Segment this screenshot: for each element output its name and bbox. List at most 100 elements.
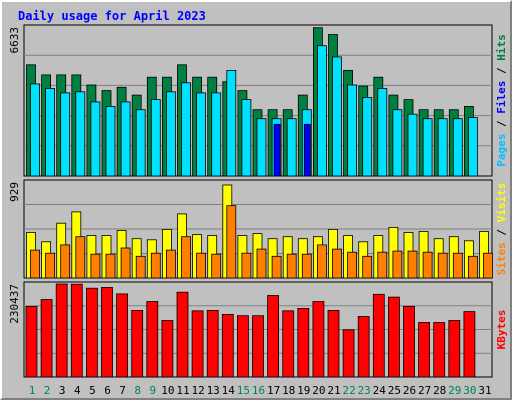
max-value-label: 6633: [8, 27, 21, 54]
bar-sites-day-13: [211, 253, 222, 279]
day-label-17: 17: [267, 384, 280, 397]
series-label-kbytes: KBytes: [495, 310, 508, 350]
day-label-25: 25: [388, 384, 401, 397]
day-axis: 1 2 3 4 5 6 7 8 9 10 11 12 13 14 15 16 17 18 19 20 21 22 23 24 2…: [29, 384, 492, 397]
day-label-22: 22: [342, 384, 355, 397]
bar-sites-day-1: [30, 249, 40, 279]
series-files: [30, 45, 478, 177]
bar-kbytes-day-13: [206, 309, 219, 378]
bar-sites-day-24: [377, 251, 388, 279]
bar-files-day-5: [90, 101, 101, 177]
series-label-group: KBytes: [495, 310, 508, 350]
bar-kbytes-day-9: [146, 301, 159, 378]
bar-kbytes-day-20: [312, 301, 325, 378]
bar-kbytes-day-4: [70, 283, 83, 378]
bar-kbytes-day-5: [86, 287, 98, 378]
bar-sites-day-19: [301, 253, 312, 279]
series-label-separator: /: [495, 61, 508, 81]
bar-kbytes-day-30: [463, 311, 476, 378]
series-label-visits: Visits: [495, 183, 508, 223]
bar-kbytes-day-27: [418, 322, 431, 378]
bar-files-day-22: [347, 84, 358, 177]
day-label-29: 29: [448, 384, 461, 397]
day-label-5: 5: [89, 384, 96, 397]
bar-sites-day-25: [392, 250, 403, 279]
bar-files-day-13: [211, 92, 222, 177]
bar-kbytes-day-22: [342, 329, 355, 378]
bar-kbytes-day-24: [372, 293, 385, 378]
bar-kbytes-day-14: [221, 313, 234, 378]
series-label-files: Files: [495, 81, 508, 114]
bar-sites-day-29: [452, 252, 463, 279]
bar-sites-day-9: [150, 252, 161, 279]
day-label-4: 4: [74, 384, 81, 397]
day-label-16: 16: [252, 384, 265, 397]
bar-kbytes-day-18: [282, 310, 295, 378]
bar-kbytes-day-11: [176, 291, 189, 378]
bar-pages-day-19: [303, 123, 311, 177]
bar-files-day-24: [377, 88, 388, 177]
max-value-label: 230437: [8, 284, 21, 324]
bar-sites-day-7: [120, 247, 131, 279]
bar-kbytes-day-19: [297, 307, 310, 378]
series-label-hits: Hits: [495, 34, 508, 61]
series-sites: [30, 205, 493, 279]
series-label-separator: /: [495, 114, 508, 134]
bar-kbytes-day-29: [448, 320, 461, 378]
day-label-10: 10: [161, 384, 174, 397]
bar-sites-day-12: [196, 252, 207, 279]
bar-kbytes-day-25: [387, 296, 400, 378]
series-label-separator: /: [495, 222, 508, 242]
bar-kbytes-day-26: [403, 305, 415, 378]
bar-files-day-12: [196, 92, 207, 177]
bar-files-day-9: [150, 99, 161, 177]
day-label-9: 9: [149, 384, 156, 397]
bar-kbytes-day-8: [131, 309, 144, 378]
day-label-11: 11: [176, 384, 189, 397]
day-label-12: 12: [191, 384, 204, 397]
bar-kbytes-day-10: [161, 320, 174, 378]
bar-files-day-25: [392, 109, 403, 177]
bar-sites-day-30: [467, 255, 478, 279]
bar-files-day-30: [467, 117, 478, 177]
bar-kbytes-day-23: [357, 316, 370, 378]
bar-sites-day-31: [483, 252, 493, 279]
day-label-28: 28: [433, 384, 446, 397]
bar-sites-day-11: [181, 236, 191, 279]
bar-sites-day-3: [60, 244, 71, 279]
day-label-6: 6: [104, 384, 111, 397]
series-label-group: Pages / Files / Hits: [495, 34, 508, 167]
series-kbytes: [25, 283, 476, 378]
day-label-20: 20: [312, 384, 325, 397]
day-label-27: 27: [418, 384, 431, 397]
bar-sites-day-22: [347, 251, 358, 279]
bar-files-day-23: [362, 97, 373, 177]
day-label-18: 18: [282, 384, 295, 397]
bar-files-day-26: [407, 113, 418, 177]
bar-kbytes-day-28: [433, 322, 446, 378]
bar-sites-day-5: [90, 253, 101, 279]
panel-visits-sites: 929 Sites / Visits: [8, 179, 508, 279]
bar-files-day-28: [437, 118, 448, 177]
bar-sites-day-8: [135, 255, 146, 279]
bar-sites-day-4: [75, 236, 86, 279]
bar-files-day-6: [105, 106, 116, 177]
day-label-13: 13: [207, 384, 220, 397]
bar-sites-day-23: [362, 255, 373, 279]
day-label-24: 24: [373, 384, 387, 397]
bar-sites-day-21: [332, 248, 342, 279]
bar-sites-day-10: [165, 249, 176, 279]
bar-kbytes-day-7: [116, 293, 128, 378]
bar-files-day-2: [45, 88, 55, 177]
bar-sites-day-2: [45, 252, 55, 279]
bar-kbytes-day-6: [101, 286, 113, 378]
bar-files-day-14: [226, 70, 237, 177]
bar-sites-day-16: [256, 248, 267, 279]
chart-title: Daily usage for April 2023: [18, 9, 206, 23]
bar-files-day-3: [60, 92, 71, 177]
bar-sites-day-17: [271, 255, 282, 279]
bar-files-day-1: [30, 83, 40, 177]
bar-kbytes-day-2: [40, 299, 53, 378]
bar-files-day-8: [135, 109, 146, 177]
